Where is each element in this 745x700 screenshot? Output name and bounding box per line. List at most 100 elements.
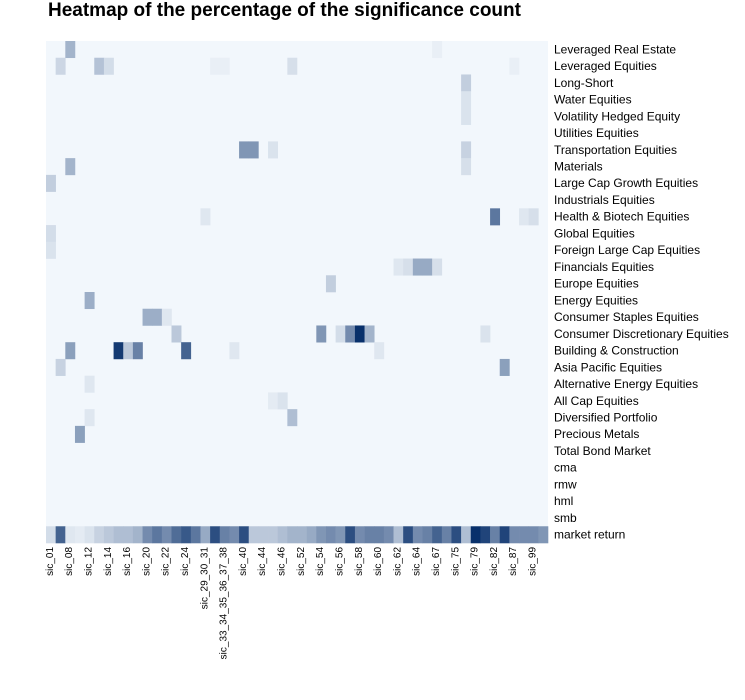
row-label: Consumer Staples Equities [554, 310, 699, 324]
heatmap-cell [432, 526, 443, 544]
row-label: cma [554, 461, 577, 475]
heatmap-cell [200, 208, 211, 226]
row-label: Industrials Equities [554, 193, 655, 207]
heatmap-cell [152, 526, 163, 544]
heatmap-cell [84, 292, 95, 310]
chart-title: Heatmap of the percentage of the signifi… [48, 0, 521, 21]
heatmap-cell [499, 526, 510, 544]
heatmap-cell [306, 526, 317, 544]
heatmap-cell [364, 526, 375, 544]
heatmap-cell [441, 526, 452, 544]
column-label: sic_52 [296, 547, 307, 576]
heatmap-cell [412, 526, 423, 544]
heatmap-cell [65, 342, 76, 360]
heatmap-cell [422, 258, 433, 276]
row-label: All Cap Equities [554, 394, 639, 408]
heatmap-cell [528, 526, 539, 544]
heatmap-cell [161, 526, 172, 544]
heatmap-cell [94, 57, 105, 75]
column-label: sic_64 [412, 547, 423, 576]
heatmap-cell [239, 141, 250, 159]
row-label: Financials Equities [554, 260, 654, 274]
heatmap-cell [113, 526, 124, 544]
column-label: sic_67 [431, 547, 442, 576]
heatmap-cell [142, 526, 153, 544]
heatmap-cell [123, 342, 134, 360]
heatmap-cell [161, 308, 172, 326]
heatmap-cell [84, 526, 95, 544]
heatmap-cell [316, 325, 327, 343]
heatmap-cell [364, 325, 375, 343]
row-label: Leveraged Real Estate [554, 42, 676, 56]
column-label: sic_14 [103, 547, 114, 576]
heatmap-cell [287, 57, 298, 75]
heatmap-cell [65, 526, 76, 544]
heatmap-cell [480, 526, 491, 544]
row-label: hml [554, 494, 573, 508]
heatmap-cell [65, 41, 76, 59]
heatmap-cell [461, 141, 472, 159]
heatmap-cell [277, 392, 288, 410]
column-label: sic_75 [450, 547, 461, 576]
heatmap-cell [432, 41, 443, 59]
row-label: Global Equities [554, 226, 635, 240]
row-label: Leveraged Equities [554, 59, 657, 73]
heatmap-cell [268, 526, 278, 544]
heatmap-cell [55, 57, 66, 75]
heatmap-cell [354, 325, 365, 343]
row-label: Long-Short [554, 76, 614, 90]
column-label: sic_44 [257, 547, 268, 576]
heatmap-cell [190, 526, 201, 544]
heatmap-cell [171, 526, 182, 544]
heatmap-cell [55, 358, 66, 376]
column-label: sic_60 [373, 547, 384, 576]
heatmap-cell [538, 526, 549, 544]
row-label: Total Bond Market [554, 444, 651, 458]
heatmap-cell [258, 526, 269, 544]
heatmap-cell [84, 409, 95, 427]
heatmap-cell [219, 526, 230, 544]
heatmap-cell [229, 342, 240, 360]
row-label: Diversified Portfolio [554, 411, 658, 425]
row-label: Consumer Discretionary Equities [554, 327, 729, 341]
heatmap-cell [239, 526, 250, 544]
column-label: sic_16 [122, 547, 133, 576]
heatmap-cell [74, 526, 85, 544]
column-label: sic_33_34_35_36_37_38 [219, 547, 230, 660]
heatmap-cell [229, 526, 240, 544]
column-label: sic_01 [45, 547, 56, 576]
row-labels: Leveraged Real Estate Leveraged Equities L… [554, 42, 729, 541]
column-label: sic_46 [277, 547, 288, 576]
row-label: Water Equities [554, 93, 632, 107]
heatmap-cell [65, 158, 76, 176]
column-label: sic_87 [508, 547, 519, 576]
heatmap-cell [46, 526, 56, 544]
heatmap-cell [412, 258, 423, 276]
column-label: sic_12 [83, 547, 94, 576]
column-label: sic_40 [238, 547, 249, 576]
heatmap-cell [74, 425, 85, 443]
heatmap-cell [132, 526, 143, 544]
heatmap-cell [181, 342, 192, 360]
heatmap-cell [393, 258, 404, 276]
row-label: Europe Equities [554, 277, 639, 291]
heatmap-cell [509, 526, 520, 544]
row-label: smb [554, 511, 577, 525]
heatmap-cell [142, 308, 153, 326]
heatmap-cell [152, 308, 163, 326]
column-label: sic_99 [528, 547, 539, 576]
row-label: Precious Metals [554, 427, 639, 441]
heatmap-cell [210, 526, 221, 544]
heatmap-cell [461, 74, 472, 92]
heatmap-cell [123, 526, 134, 544]
heatmap-cell [103, 57, 114, 75]
heatmap-cell [248, 141, 259, 159]
row-label: Transportation Equities [554, 143, 677, 157]
column-label: sic_20 [141, 547, 152, 576]
heatmap-cell [519, 208, 529, 226]
column-label: sic_56 [334, 547, 345, 576]
heatmap-cell [461, 526, 472, 544]
column-label: sic_24 [180, 547, 191, 576]
heatmap-cell [528, 208, 539, 226]
